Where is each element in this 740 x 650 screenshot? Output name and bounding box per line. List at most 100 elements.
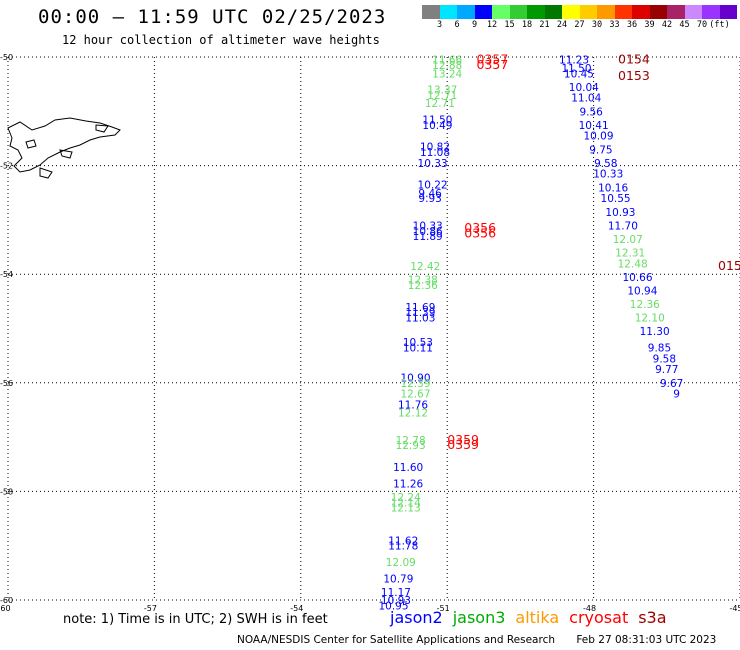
x-tick-label: -51 [437,604,450,613]
swh-value: 9 [673,389,680,401]
swh-value: 12.24 [391,492,421,504]
swh-value: 11.50 [422,114,452,126]
color-scale-cell [492,5,510,19]
swh-value: 9.77 [655,364,678,376]
swh-value: 10.33 [413,220,443,232]
time-label: 0357 [476,57,508,72]
swh-value: 11.76 [398,400,428,412]
footer-timestamp: Feb 27 08:31:03 UTC 2023 [576,634,717,646]
note-text: note: 1) Time is in UTC; 2) SWH is in fe… [63,612,328,627]
swh-value: 9.58 [653,353,676,365]
time-label: 0152 [718,258,740,273]
color-scale-cell [474,5,492,19]
swh-value: 10.95 [378,600,408,612]
time-label: 0356 [464,220,496,235]
swh-value: 9.46 [418,188,442,200]
color-scale-label: 12 [486,20,498,30]
swh-value: 9.85 [648,343,671,355]
color-scale-label: 39 [644,20,655,30]
swh-value: 11.26 [393,478,423,490]
swh-value: 12.48 [618,258,648,270]
swh-value: 12.93 [396,440,426,452]
swh-value: 12.36 [408,280,438,292]
color-scale-cell [667,5,685,19]
color-scale-cell [562,5,580,19]
color-scale-label: 42 [661,20,673,30]
swh-value: 11.30 [640,326,670,338]
time-label: 0356 [464,225,496,240]
color-scale-label: 18 [521,20,533,30]
y-tick-label: -60 [0,596,13,605]
swh-value: 10.90 [400,372,430,384]
color-scale-cell [527,5,545,19]
swh-value: 9.56 [579,106,603,118]
swh-value: 13.24 [432,68,462,80]
color-scale-label: 24 [556,20,568,30]
swh-value: 11.17 [381,587,411,599]
swh-value: 11.70 [608,220,638,232]
swh-value: 10.94 [627,285,657,297]
color-scale-label: 3 [436,20,443,30]
swh-value: 12.67 [400,389,430,401]
swh-value: 10.04 [569,82,599,94]
swh-value: 12.78 [396,435,426,447]
color-scale-label: 33 [609,20,620,30]
swh-value: 10.79 [383,573,413,585]
x-tick-label: -57 [144,604,157,613]
legend-s3a: s3a [638,608,667,627]
legend-cryosat: cryosat [569,608,629,627]
swh-value: 12.39 [400,378,430,390]
swh-value: 10.86 [413,226,443,238]
grid-lines [7,56,740,601]
swh-value: 9.75 [589,144,612,156]
color-scale-label: 6 [454,20,460,30]
y-tick-label: -52 [0,162,13,171]
color-scale-label: 36 [626,20,638,30]
x-tick-label: -54 [290,604,303,613]
y-tick-label: -58 [0,487,13,496]
time-label: 0359 [447,432,479,447]
color-scale-label: 30 [591,20,603,30]
swh-value: 10.41 [579,120,609,132]
legend-jason3: jason3 [452,608,506,627]
swh-value: 11.62 [388,535,418,547]
x-tick-label: -60 [0,604,11,613]
swh-value: 11.04 [571,93,601,105]
color-scale-label: 27 [574,20,585,30]
swh-value: 12.71 [425,98,455,110]
color-scale-bar [422,5,737,19]
swh-value: 10.16 [598,182,628,194]
color-scale-labels: 3 6 9 12 15 18 21 24 27 30 33 36 39 42 45 70 (ft) [422,20,740,32]
legend-altika: altika [515,608,560,627]
swh-value: 12.07 [613,234,643,246]
color-scale-label: 45 [679,20,690,30]
swh-value: 11.89 [413,231,443,243]
swh-value: 10.93 [605,207,635,219]
swh-value: 10.66 [622,272,652,284]
swh-value: 13.37 [427,85,457,97]
time-label: 0359 [447,437,479,452]
swh-value: 11.60 [393,462,423,474]
footer: NOAA/NESDIS Center for Satellite Applica… [237,634,716,646]
swh-value: 11.03 [405,313,435,325]
color-scale-cell [597,5,615,19]
swh-value: 12.31 [615,247,645,259]
swh-value: 11.23 [559,55,589,67]
y-tick-label: -54 [0,270,13,279]
swh-value: 12.71 [427,90,457,102]
swh-value: 9.93 [418,193,441,205]
color-scale-cell [684,5,702,19]
color-scale-cell [719,5,737,19]
footer-org: NOAA/NESDIS Center for Satellite Applica… [237,634,555,646]
swh-value: 10.11 [403,343,433,355]
time-label: 0154 [618,52,650,67]
swh-value: 12.09 [386,557,416,569]
chart-title: 00:00 – 11:59 UTC 02/25/2023 [38,6,387,28]
swh-value: 10.93 [381,595,411,607]
swh-value: 10.49 [422,120,452,132]
color-scale-cell [544,5,562,19]
swh-value: 10.09 [583,131,613,143]
legend-jason2: jason2 [390,608,443,627]
data-points: 11.6612.8813.2413.3712.7112.7111.5010.49… [378,55,683,613]
